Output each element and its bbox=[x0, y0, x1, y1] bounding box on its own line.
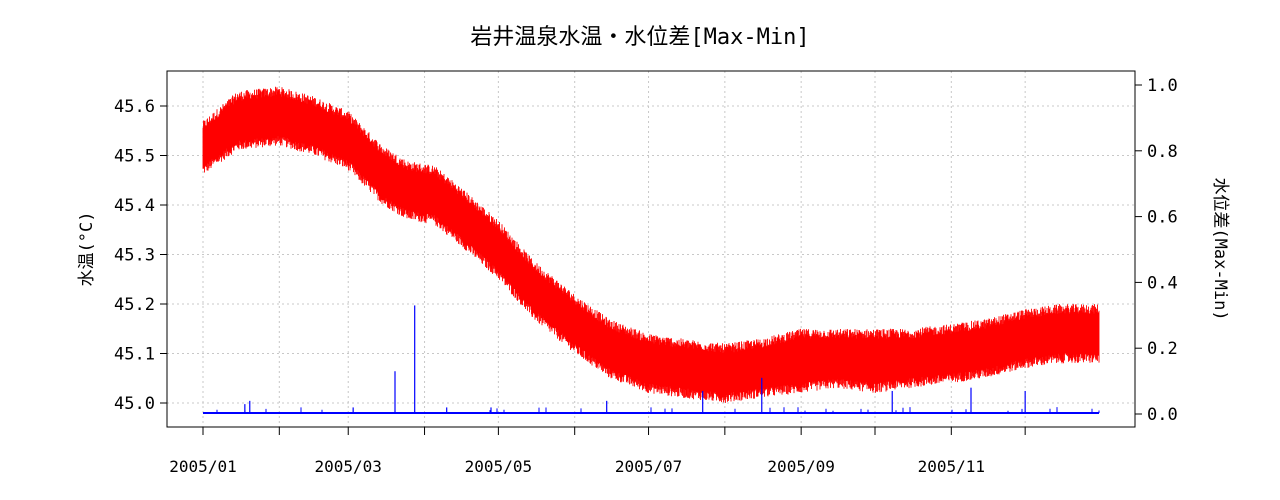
water-temperature-series bbox=[202, 86, 1100, 403]
left-tick-label: 45.3 bbox=[114, 246, 155, 266]
left-axis: 45.0 45.1 45.2 45.3 45.4 45.5 45.6 bbox=[114, 97, 167, 414]
x-tick-label: 2005/03 bbox=[315, 457, 382, 476]
left-tick-label: 45.6 bbox=[114, 97, 155, 117]
x-tick-label: 2005/07 bbox=[615, 457, 682, 476]
right-tick-label: 0.0 bbox=[1147, 405, 1178, 425]
right-tick-label: 1.0 bbox=[1147, 76, 1178, 96]
left-tick-label: 45.0 bbox=[114, 394, 155, 414]
left-tick-label: 45.2 bbox=[114, 295, 155, 315]
plot-frame bbox=[166, 70, 1136, 428]
left-tick-label: 45.1 bbox=[114, 345, 155, 365]
right-tick-label: 0.6 bbox=[1147, 208, 1178, 228]
x-tick-label: 2005/05 bbox=[465, 457, 532, 476]
left-tick-label: 45.4 bbox=[114, 196, 155, 216]
temperature-band bbox=[202, 86, 1100, 403]
left-axis-label: 水温(°C) bbox=[77, 212, 97, 287]
x-tick-label: 2005/11 bbox=[918, 457, 985, 476]
left-tick-label: 45.5 bbox=[114, 147, 155, 167]
x-tick-label: 2005/01 bbox=[169, 457, 236, 476]
right-axis: 0.0 0.2 0.4 0.6 0.8 1.0 bbox=[1135, 76, 1178, 425]
right-tick-label: 0.8 bbox=[1147, 142, 1178, 162]
right-tick-label: 0.2 bbox=[1147, 339, 1178, 359]
right-tick-label: 0.4 bbox=[1147, 273, 1178, 293]
chart-title: 岩井温泉水温・水位差[Max-Min] bbox=[470, 25, 809, 50]
x-axis: 2005/01 2005/03 2005/05 2005/07 2005/09 2005/… bbox=[169, 427, 1026, 476]
x-tick-label: 2005/09 bbox=[767, 457, 834, 476]
water-level-noise bbox=[216, 407, 1100, 414]
right-axis-label: 水位差(Max-Min) bbox=[1210, 177, 1230, 320]
water-level-difference-series bbox=[203, 305, 1100, 415]
